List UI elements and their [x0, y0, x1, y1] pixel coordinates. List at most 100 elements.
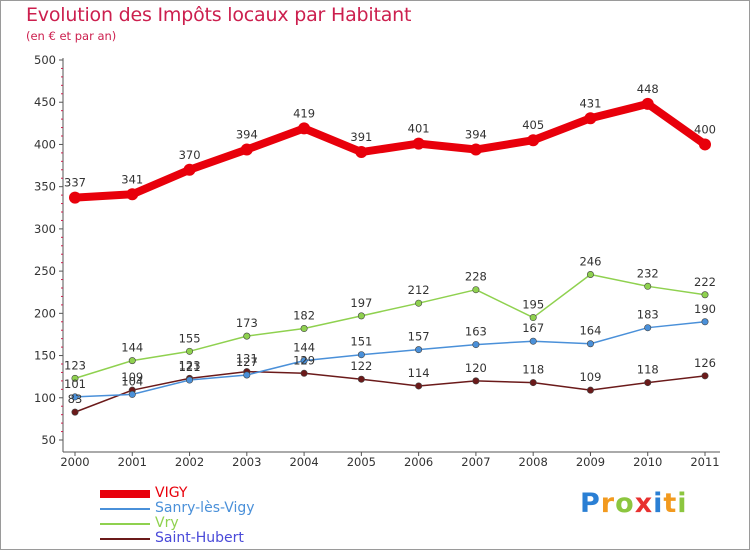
data-label: 405	[522, 118, 544, 132]
data-point	[415, 382, 423, 390]
data-point	[128, 357, 136, 365]
data-point	[186, 347, 194, 355]
data-point	[644, 324, 652, 332]
data-point	[357, 312, 365, 320]
data-point	[243, 332, 251, 340]
data-label: 183	[637, 308, 659, 322]
chart-subtitle: (en € et par an)	[26, 29, 117, 43]
data-label: 131	[236, 352, 258, 366]
x-tick-label: 2005	[347, 455, 376, 469]
data-label: 118	[522, 363, 544, 377]
data-point	[415, 299, 423, 307]
legend-swatch-vigy	[100, 490, 150, 498]
data-point	[586, 340, 594, 348]
data-point	[183, 163, 196, 176]
data-label: 167	[522, 321, 544, 335]
data-point	[586, 270, 594, 278]
data-label: 151	[350, 335, 372, 349]
data-point	[472, 341, 480, 349]
data-point	[186, 376, 194, 384]
legend-swatch-saint-hubert	[100, 538, 150, 540]
data-label: 431	[579, 96, 601, 110]
data-label: 114	[408, 366, 430, 380]
data-point	[357, 351, 365, 359]
series-line-saint-hubert	[74, 370, 706, 413]
data-label: 190	[694, 302, 716, 316]
data-label: 222	[694, 275, 716, 289]
data-point	[584, 112, 597, 125]
data-label: 123	[179, 358, 201, 372]
legend-label-sanry: Sanry-lès-Vigy	[155, 500, 255, 516]
data-label: 370	[179, 148, 201, 162]
data-label: 401	[408, 122, 430, 136]
data-point	[472, 286, 480, 294]
data-point	[71, 374, 79, 382]
logo-letter: o	[615, 488, 635, 519]
data-point	[701, 372, 709, 380]
data-label: 109	[121, 370, 143, 384]
y-tick-label: 100	[34, 391, 56, 405]
data-label: 129	[293, 353, 315, 367]
data-label: 120	[465, 361, 487, 375]
x-tick-label: 2010	[633, 455, 662, 469]
x-tick-label: 2007	[461, 455, 490, 469]
legend-swatch-sanry	[100, 508, 150, 510]
data-label: 419	[293, 106, 315, 120]
data-label: 400	[694, 122, 716, 136]
data-label: 157	[408, 330, 430, 344]
data-point	[300, 369, 308, 377]
logo-letter: i	[677, 488, 688, 519]
data-label: 126	[694, 356, 716, 370]
x-tick-label: 2009	[576, 455, 605, 469]
data-label: 127	[236, 355, 258, 369]
data-label: 232	[637, 266, 659, 280]
data-point	[300, 357, 308, 365]
data-point	[586, 386, 594, 394]
data-label: 173	[236, 316, 258, 330]
y-tick-label: 250	[34, 264, 56, 278]
data-label: 394	[465, 128, 487, 142]
data-label: 101	[64, 377, 86, 391]
x-tick-label: 2011	[690, 455, 719, 469]
data-label: 164	[579, 324, 601, 338]
x-tick-label: 2001	[118, 455, 147, 469]
data-label: 228	[465, 270, 487, 284]
legend-label-saint-hubert: Saint-Hubert	[155, 530, 244, 546]
data-point	[128, 390, 136, 398]
chart-title: Evolution des Impôts locaux par Habitant	[26, 4, 412, 26]
y-tick-label: 300	[34, 222, 56, 236]
data-label: 155	[179, 331, 201, 345]
series-line-vigy	[71, 99, 709, 202]
data-label: 144	[121, 341, 143, 355]
y-tick-label: 400	[34, 137, 56, 151]
data-label: 144	[293, 341, 315, 355]
y-tick-label: 350	[34, 180, 56, 194]
data-point	[644, 282, 652, 290]
data-label: 212	[408, 283, 430, 297]
data-point	[644, 379, 652, 387]
data-label: 246	[579, 254, 601, 268]
data-point	[415, 346, 423, 354]
data-label: 123	[64, 358, 86, 372]
data-point	[355, 146, 368, 159]
data-label: 195	[522, 298, 544, 312]
data-label: 182	[293, 309, 315, 323]
data-label: 163	[465, 325, 487, 339]
x-tick-label: 2006	[404, 455, 433, 469]
data-label: 337	[64, 176, 86, 190]
series-line-sanry-l-s-vigy	[74, 321, 706, 398]
x-tick-label: 2003	[232, 455, 261, 469]
logo-letter: x	[634, 488, 654, 519]
y-tick-label: 200	[34, 306, 56, 320]
y-tick-label: 500	[34, 53, 56, 67]
y-tick-label: 450	[34, 95, 56, 109]
proxiti-logo: Proxiti	[580, 488, 688, 519]
data-label: 341	[121, 172, 143, 186]
data-point	[71, 393, 79, 401]
data-label: 118	[637, 363, 659, 377]
data-label: 109	[579, 370, 601, 384]
logo-letter: r	[600, 488, 616, 519]
data-point	[699, 138, 711, 151]
data-point	[71, 408, 79, 416]
